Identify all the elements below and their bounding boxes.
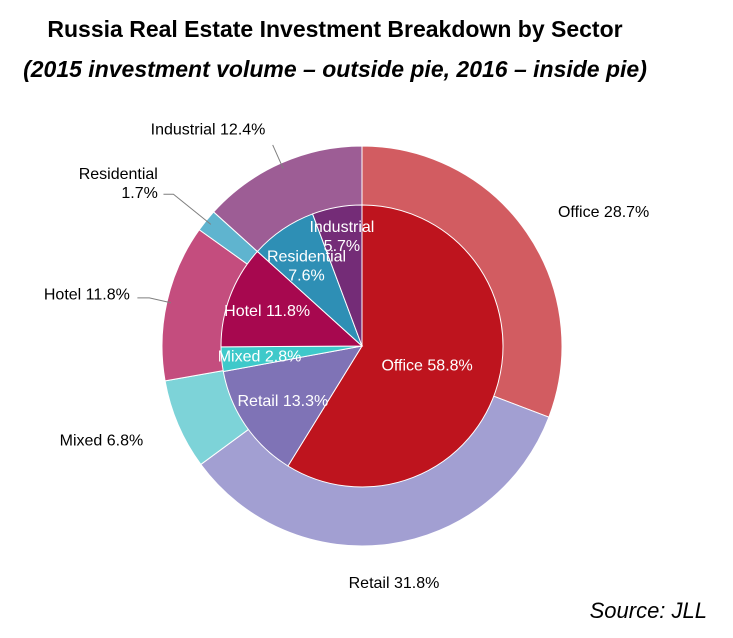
source-note: Source: JLL [589, 598, 707, 623]
inner-slice-office [287, 204, 504, 488]
leader-line-industrial [272, 144, 284, 169]
outer-label-office: Office 28.7% [558, 204, 649, 221]
inner-label-residential: Residential 7.6% [267, 248, 346, 284]
outer-label-mixed: Mixed 6.8% [60, 433, 144, 450]
chart-title: Russia Real Estate Investment Breakdown … [47, 16, 623, 42]
chart-subtitle: (2015 investment volume – outside pie, 2… [23, 56, 647, 82]
inner-slice-retail [222, 345, 364, 467]
inner-label-mixed: Mixed 2.8% [218, 349, 302, 366]
inner-label-industrial: Industrial 5.7% [309, 219, 374, 255]
outer-label-hotel: Hotel 11.8% [44, 286, 130, 303]
inner-label-office: Office 58.8% [381, 357, 472, 374]
inner-slice-industrial [311, 204, 363, 347]
inner-slice-hotel [220, 250, 364, 348]
inner-label-hotel: Hotel 11.8% [224, 303, 310, 320]
outer-label-residential: Residential 1.7% [79, 166, 158, 202]
inner-label-retail: Retail 13.3% [238, 393, 329, 410]
leader-line-hotel [137, 297, 171, 304]
outer-label-industrial: Industrial 12.4% [151, 121, 266, 138]
outer-label-retail: Retail 31.8% [349, 575, 440, 592]
leader-line-residential [163, 193, 212, 225]
